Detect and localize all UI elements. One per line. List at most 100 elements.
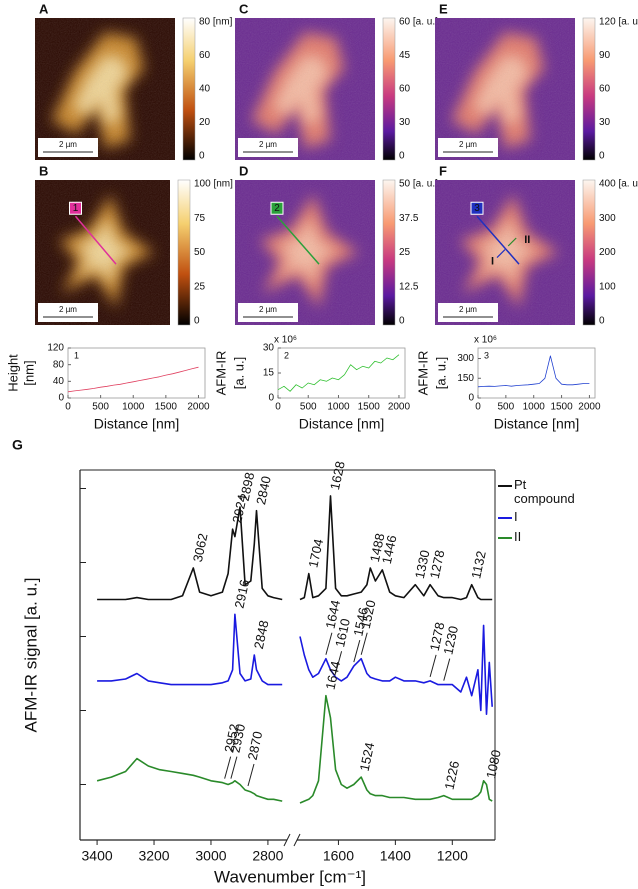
x-tick-label: 1000	[122, 402, 145, 413]
colorbar-label: 60 [a. u.]	[399, 17, 438, 28]
scale-bar-label: 2 µm	[259, 140, 277, 149]
peak-label: 1230	[440, 625, 461, 656]
plot-frame	[277, 347, 406, 399]
plot-frame	[67, 347, 206, 399]
peak-label: 2924	[229, 493, 250, 524]
y-axis-title: Height	[5, 354, 20, 392]
annotation-arrow	[360, 632, 368, 655]
colorbar-label: 200	[599, 247, 616, 258]
colorbar-label: 40	[199, 84, 211, 95]
colorbar	[382, 17, 396, 161]
y-axis-title: AFM-IR	[415, 351, 430, 396]
y-axis-title: AFM-IR	[213, 351, 228, 396]
x-tick-label: 1000	[327, 402, 350, 413]
annotation-arrow	[224, 756, 232, 779]
panel-label: F	[439, 163, 447, 178]
legend-label: II	[514, 530, 522, 544]
scale-bar-label: 2 µm	[59, 305, 77, 314]
peak-label: 1330	[412, 549, 433, 580]
colorbar-label: 80 [nm]	[199, 17, 233, 28]
series-line	[277, 354, 400, 392]
annotation-arrow	[443, 658, 451, 681]
image-noise	[35, 18, 175, 160]
x-tick-label: 3000	[195, 848, 226, 864]
y-tick-label: 80	[53, 359, 65, 370]
peak-label: 1524	[357, 741, 378, 772]
x-tick-label: 1500	[358, 402, 381, 413]
colorbar-label: 50 [a. u.]	[399, 179, 438, 190]
x-tick-label: 1400	[380, 848, 411, 864]
legend-label: Pt compound	[514, 478, 575, 506]
scale-bar-label: 2 µm	[259, 305, 277, 314]
peak-label: 1446	[379, 534, 400, 565]
afm-image: 2 µm 1	[35, 180, 170, 325]
peak-label: 1080	[483, 748, 504, 779]
figure-label: G	[12, 437, 23, 453]
plot-number: 1	[74, 350, 79, 360]
y-tick-label: 0	[268, 393, 274, 404]
scale-bar-label: 2 µm	[459, 305, 477, 314]
axis-exponent: x 10⁶	[474, 335, 497, 346]
y-tick-label: 120	[47, 343, 64, 354]
colorbar-label: 0	[399, 316, 405, 327]
x-tick-label: 1500	[550, 402, 573, 413]
series-line	[477, 355, 590, 388]
colorbar-label: 60	[399, 84, 411, 95]
series-line	[299, 624, 493, 715]
afm-image: 2 µm 2	[235, 180, 375, 325]
colorbar	[382, 179, 396, 326]
x-tick-label: 3400	[82, 848, 113, 864]
colorbar	[182, 17, 196, 161]
x-tick-label: 2800	[252, 848, 283, 864]
point-arrow	[507, 237, 517, 247]
point-label: II	[524, 234, 530, 246]
image-noise	[435, 18, 575, 160]
colorbar-label: 60	[599, 84, 611, 95]
profile-label-box	[470, 201, 484, 215]
x-tick-label: 2000	[578, 402, 601, 413]
annotation-arrow	[247, 763, 255, 787]
colorbar-label: 0	[199, 151, 205, 162]
peak-label: 1610	[332, 617, 353, 648]
y-tick-label: 300	[457, 353, 474, 364]
point-arrow	[496, 249, 506, 259]
image-noise	[435, 180, 575, 325]
afm-image: 2 µm	[235, 18, 375, 160]
profile-label: 3	[474, 203, 480, 214]
colorbar-label: 30	[399, 117, 411, 128]
annotation-arrow	[429, 654, 437, 678]
peak-label: 2848	[251, 619, 272, 650]
series-line	[97, 506, 283, 601]
peak-label: 2916	[232, 578, 253, 609]
x-tick-label: 500	[498, 402, 515, 413]
colorbar	[582, 17, 596, 161]
colorbar-label: 60	[199, 50, 211, 61]
annotation-arrow	[353, 639, 361, 663]
peak-label: 2840	[253, 475, 274, 506]
image-noise	[235, 18, 375, 160]
x-axis-title: Wavenumber [cm⁻¹]	[214, 867, 366, 886]
annotation-arrow	[335, 651, 343, 674]
x-tick-label: 2000	[388, 402, 411, 413]
colorbar-label: 50	[194, 247, 206, 258]
y-tick-label: 150	[457, 373, 474, 384]
series-line	[67, 366, 199, 393]
legend-entry: Pt compound	[514, 478, 575, 506]
x-tick-label: 500	[300, 402, 317, 413]
peak-label: 1628	[327, 460, 348, 491]
y-axis-title: [a. u.]	[433, 357, 448, 390]
colorbar-label: 0	[399, 151, 405, 162]
legend-label: I	[514, 510, 518, 524]
x-axis-title: Distance [nm]	[94, 416, 180, 432]
colorbar-label: 37.5	[399, 213, 419, 224]
colorbar-label: 30	[599, 117, 611, 128]
peak-label: 1278	[427, 621, 448, 652]
peak-label: 1132	[468, 550, 488, 580]
series-line	[299, 495, 493, 601]
colorbar-label: 120 [a. u.]	[599, 17, 638, 28]
colorbar	[177, 179, 191, 326]
peak-label: 1546	[350, 606, 371, 637]
colorbar-label: 75	[194, 213, 206, 224]
plot-number: 3	[484, 350, 489, 360]
